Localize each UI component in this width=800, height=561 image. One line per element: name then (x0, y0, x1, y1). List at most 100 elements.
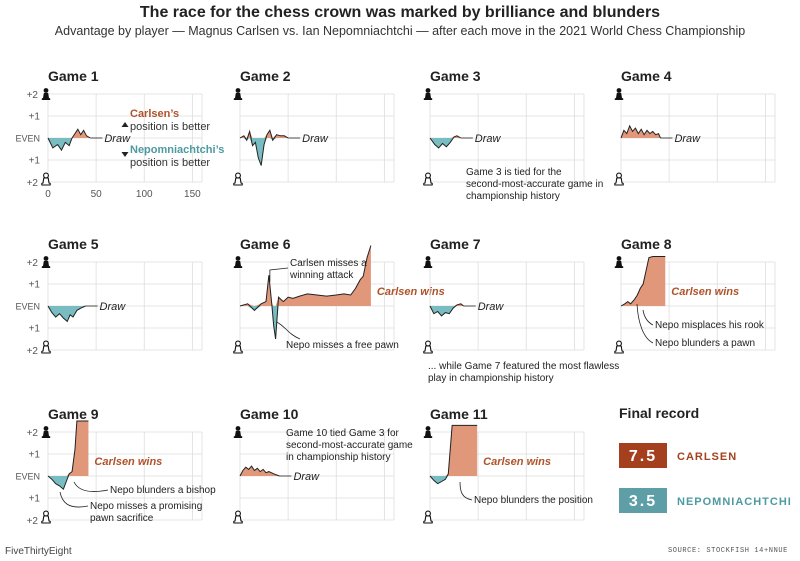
game-3-annotation: championship history (466, 191, 560, 202)
black-pawn-icon (423, 88, 433, 100)
black-pawn-icon (233, 256, 243, 268)
brand-credit: FiveThirtyEight (5, 546, 72, 557)
game-6-title: Game 6 (240, 236, 291, 252)
game-8-title: Game 8 (621, 236, 672, 252)
game-3-title: Game 3 (430, 68, 481, 84)
game-9-ytick-label: +1 (29, 494, 41, 505)
game-9-annotation-1: Nepo blunders a bishop (110, 485, 216, 496)
pawn-head (616, 88, 622, 93)
pawn-head (43, 426, 49, 431)
game-1-panel: Game 1 +1 EVEN +1 +2 +2 0 50 100 150 Draw (15, 68, 203, 200)
game-3-annotation: second-most-accurate game in (466, 179, 603, 190)
game-9-panel: Game 9 +1 EVEN +1 +2 +2 Carlsen wins (15, 406, 203, 527)
final-record-title: Final record (619, 405, 699, 421)
game-5-panel: Game 5 +1 EVEN +1 +2 +2 Draw (15, 236, 203, 357)
game-4-panel: Game 4 Draw (620, 68, 776, 183)
pawn-head (425, 510, 431, 517)
source-note: SOURCE: STOCKFISH 14+NNUE (667, 547, 788, 555)
final-record-badge (619, 443, 667, 468)
game-7-title: Game 7 (430, 236, 481, 252)
game-9-ytick-label: +2 (27, 428, 39, 439)
pawn-head (43, 88, 49, 93)
game-3-result-label: Draw (475, 133, 502, 145)
game-1-carlsen-area (48, 129, 91, 138)
pawn-body (41, 515, 51, 524)
pawn-body (233, 515, 243, 524)
final-record-name: CARLSEN (677, 451, 737, 463)
game-4-result-label: Draw (674, 133, 701, 145)
final-record-score: 7.5 (629, 448, 657, 465)
white-pawn-icon (423, 172, 433, 186)
pawn-head (425, 340, 431, 347)
pawn-head (235, 426, 241, 431)
game-10-annotation: in championship history (286, 452, 391, 463)
white-pawn-icon (614, 172, 624, 186)
game-10-advantage-line (239, 465, 280, 477)
black-pawn-icon (41, 256, 51, 268)
game-6-annotation-1: winning attack (289, 270, 354, 281)
game-6-advantage-line (239, 245, 372, 340)
game-1-ytick-label: +1 (29, 156, 41, 167)
game-11-carlsen-area (430, 425, 478, 476)
game-2-title: Game 2 (240, 68, 291, 84)
game-8-panel: Game 8 Carlsen wins (620, 236, 776, 351)
pawn-head (235, 172, 241, 179)
game-9-carlsen-area (48, 421, 89, 476)
white-pawn-icon (41, 340, 51, 354)
game-7-panel: Game 7 Draw (429, 236, 585, 351)
black-pawn-icon (614, 256, 624, 268)
game-2-result-label: Draw (302, 133, 329, 145)
pawn-head (43, 256, 49, 261)
final-record-score: 3.5 (629, 493, 657, 510)
game-6-result-label: Carlsen wins (377, 286, 445, 298)
pawn-body (233, 345, 243, 354)
game-1-ytick-label: EVEN (15, 134, 40, 144)
pawn-body (233, 93, 243, 100)
pawn-head (43, 172, 49, 179)
page-title: The race for the chess crown was marked … (139, 4, 661, 21)
game-11-title: Game 11 (430, 406, 488, 422)
pawn-body (614, 261, 624, 268)
pawn-head (235, 510, 241, 517)
pawn-body (41, 261, 51, 268)
pawn-head (425, 88, 431, 93)
white-pawn-icon (423, 510, 433, 524)
pawn-body (614, 93, 624, 100)
pawn-body (614, 177, 624, 186)
game-8-annotation-2: Nepo blunders a pawn (655, 338, 755, 349)
pawn-head (235, 88, 241, 93)
game-10-annotation: Game 10 tied Game 3 for (286, 428, 400, 439)
legend-nepo-text: position is better (130, 157, 210, 169)
nepo-better-arrow-icon (121, 152, 129, 157)
game-4-title: Game 4 (621, 68, 672, 84)
game-9-ytick-label: +2 (27, 516, 39, 527)
game-1-ytick-label: +1 (29, 112, 41, 123)
game-11-leader (459, 481, 473, 501)
game-5-nepo-area (48, 306, 86, 322)
game-11-nepo-area (430, 476, 478, 484)
black-pawn-icon (41, 88, 51, 100)
pawn-head (235, 340, 241, 347)
pawn-body (233, 431, 243, 438)
final-record-badge (619, 488, 667, 513)
game-6-annotation-2: Nepo misses a free pawn (286, 340, 399, 351)
game-1-xtick-label: 0 (45, 189, 51, 200)
game-7-grid (429, 261, 585, 351)
game-2-panel: Game 2 Draw (239, 68, 395, 183)
pawn-head (235, 256, 241, 261)
pawn-body (41, 177, 51, 186)
pawn-head (43, 510, 49, 517)
game-11-result-label: Carlsen wins (483, 456, 551, 468)
white-pawn-icon (233, 172, 243, 186)
game-9-advantage-line (47, 420, 89, 491)
game-1-xtick-label: 100 (136, 189, 153, 200)
game-6-annotation-1: Carlsen misses a (290, 258, 367, 269)
game-8-carlsen-area (621, 256, 666, 306)
game-5-result-label: Draw (100, 301, 127, 313)
game-1-ytick-label: +2 (27, 90, 39, 101)
game-10-result-label: Draw (293, 471, 320, 483)
game-8-result-label: Carlsen wins (671, 286, 739, 298)
game-9-leader-1 (73, 481, 109, 492)
pawn-head (43, 340, 49, 347)
black-pawn-icon (233, 426, 243, 438)
